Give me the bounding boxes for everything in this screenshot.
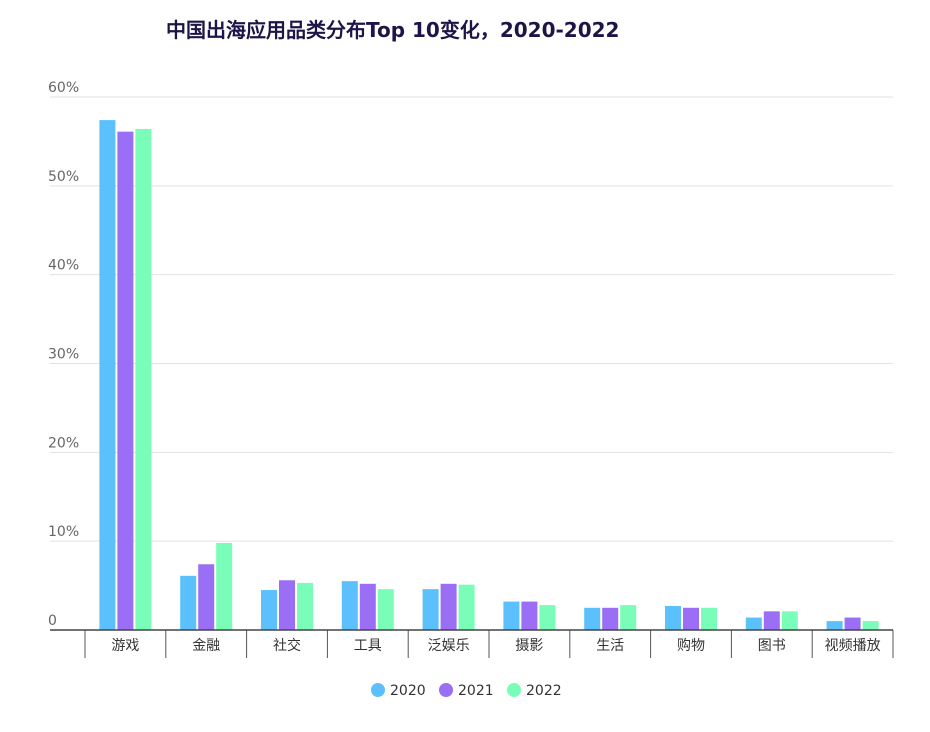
x-tick-label: 金融 <box>192 638 220 654</box>
bar-2022 <box>135 128 152 631</box>
bar-2022 <box>377 589 394 630</box>
bar-2020 <box>341 581 358 630</box>
bar-2022 <box>458 584 475 630</box>
x-tick-label: 泛娱乐 <box>428 638 470 654</box>
bar-2022 <box>862 621 879 630</box>
x-tick-label: 购物 <box>677 638 705 654</box>
bar-2020 <box>261 590 277 630</box>
legend-marker-2021 <box>439 683 453 697</box>
x-tick-label: 摄影 <box>515 638 543 654</box>
bar-2021 <box>683 607 699 630</box>
bar-2021 <box>440 583 457 630</box>
legend-marker-2022 <box>507 683 521 697</box>
x-tick-label: 生活 <box>596 638 624 654</box>
x-tick-label: 工具 <box>354 638 382 654</box>
bar-2021 <box>602 607 619 630</box>
bar-2020 <box>826 621 843 630</box>
bar-2021 <box>117 131 134 630</box>
bar-2021 <box>279 580 295 630</box>
bar-2020 <box>422 589 439 630</box>
bar-2020 <box>180 575 197 630</box>
bar-2021 <box>521 601 538 630</box>
bar-2021 <box>359 583 376 630</box>
bar-2022 <box>781 611 798 630</box>
chart-title: 中国出海应用品类分布Top 10变化，2020-2022 <box>166 18 620 42</box>
bar-2022 <box>216 542 233 630</box>
bar-2022 <box>701 607 717 630</box>
bar-2022 <box>297 582 313 630</box>
legend-label: 2020 <box>390 683 426 699</box>
legend-marker-2020 <box>371 683 385 697</box>
bar-2022 <box>539 605 556 630</box>
y-tick-label: 40% <box>48 258 79 274</box>
bar-2020 <box>503 601 520 630</box>
legend-label: 2022 <box>526 683 562 699</box>
bar-2020 <box>99 120 116 630</box>
y-tick-label: 60% <box>48 80 79 96</box>
y-tick-label: 0 <box>48 613 57 629</box>
bar-2020 <box>745 617 762 630</box>
bar-2021 <box>763 611 780 630</box>
y-tick-label: 30% <box>48 347 79 363</box>
legend-label: 2021 <box>458 683 494 699</box>
bar-2020 <box>584 607 601 630</box>
x-tick-label: 游戏 <box>111 638 139 654</box>
bar-2021 <box>198 564 215 630</box>
bar-2020 <box>665 606 681 630</box>
y-tick-label: 50% <box>48 169 79 185</box>
x-tick-label: 社交 <box>273 637 301 654</box>
bar-2022 <box>620 605 637 630</box>
bar-2021 <box>844 617 861 630</box>
y-tick-label: 20% <box>48 435 79 451</box>
y-tick-label: 10% <box>48 524 79 540</box>
x-tick-label: 图书 <box>758 638 786 654</box>
x-tick-label: 视频播放 <box>825 638 881 654</box>
